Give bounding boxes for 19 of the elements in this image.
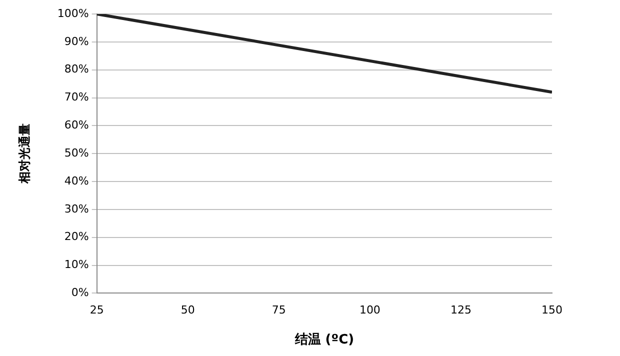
y-axis-title: 相对光通量 (17, 124, 32, 185)
y-tick-label: 0% (71, 286, 89, 300)
y-tick-label: 30% (64, 202, 89, 216)
x-tick-label: 125 (450, 304, 472, 317)
y-tick-label: 60% (64, 118, 89, 132)
x-tick-label: 75 (272, 304, 286, 317)
x-tick-label: 25 (90, 304, 104, 317)
x-tick-label: 50 (180, 304, 195, 317)
y-tick-label: 80% (64, 62, 89, 76)
y-tick-label: 50% (64, 146, 89, 160)
y-tick-label: 40% (64, 174, 89, 188)
y-tick-label: 10% (64, 258, 89, 272)
x-tick-label: 100 (359, 304, 380, 317)
y-tick-label: 90% (64, 34, 89, 48)
y-tick-label: 100% (57, 6, 89, 20)
y-tick-label: 20% (64, 230, 89, 244)
x-tick-label: 150 (542, 304, 562, 317)
x-axis-title: 结温 (ºC) (294, 332, 354, 348)
y-tick-label: 70% (64, 90, 89, 104)
